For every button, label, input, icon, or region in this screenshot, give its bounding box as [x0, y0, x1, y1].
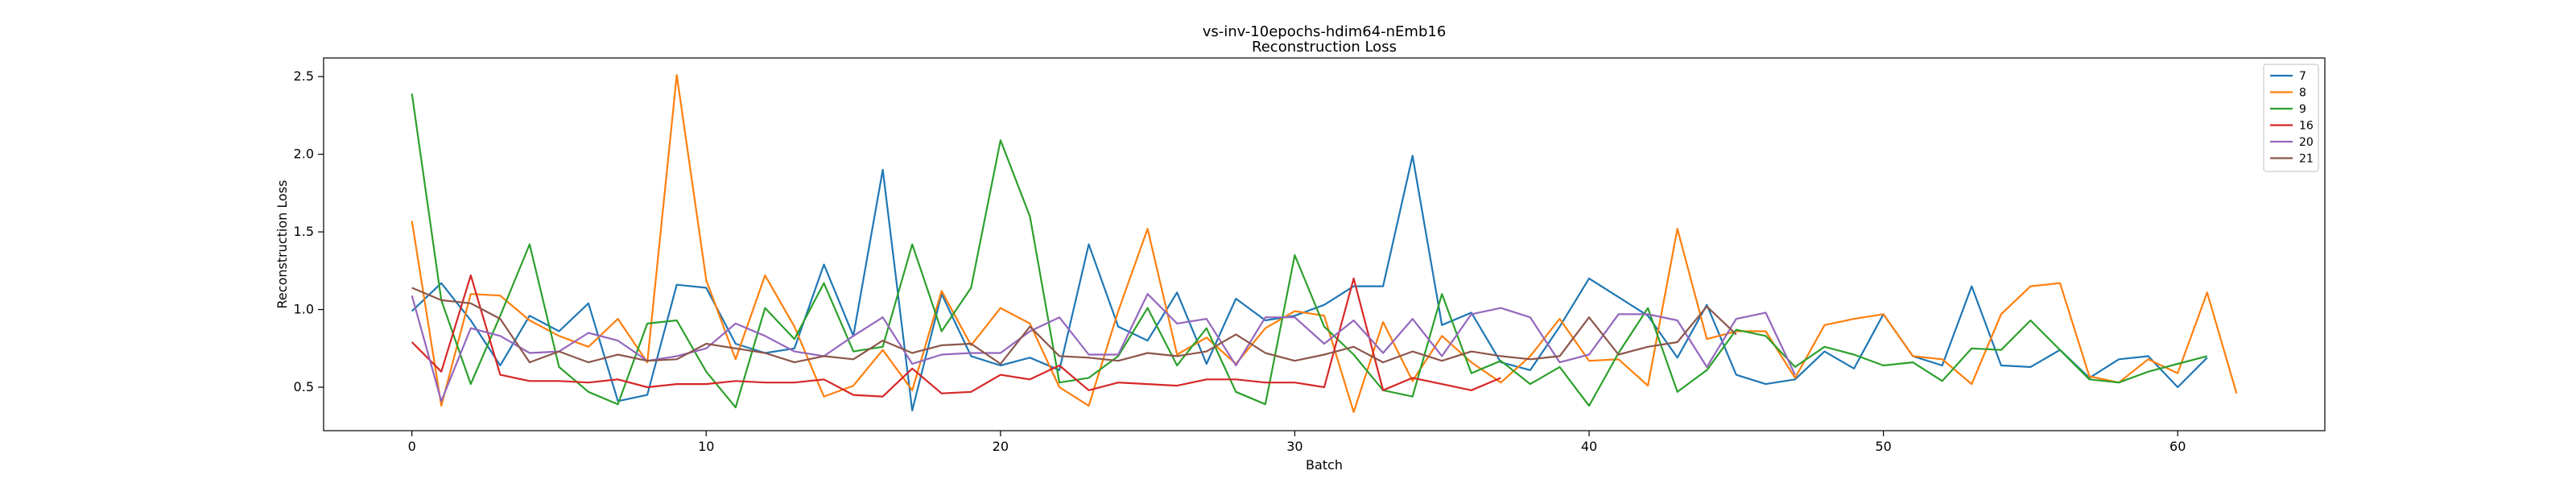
- legend-label-20: 20: [2299, 136, 2314, 149]
- chart-subtitle: Reconstruction Loss: [1252, 39, 1397, 56]
- legend-box: [2263, 64, 2319, 172]
- series-line-9: [411, 93, 2208, 409]
- plot-frame: [323, 57, 2326, 431]
- legend-label-21: 21: [2299, 153, 2314, 166]
- legend-label-9: 9: [2299, 103, 2306, 116]
- x-axis-title: Batch: [1306, 457, 1343, 473]
- legend-label-16: 16: [2299, 120, 2314, 133]
- x-tick-label: 10: [698, 439, 714, 454]
- x-tick-label: 50: [1875, 439, 1891, 454]
- legend-label-7: 7: [2299, 70, 2306, 83]
- series-line-7: [411, 155, 2208, 411]
- y-tick-label: 0.5: [294, 379, 314, 394]
- x-tick-label: 60: [2169, 439, 2186, 454]
- chart-title: vs-inv-10epochs-hdim64-nEmb16: [1203, 23, 1447, 40]
- y-axis-title: Reconstruction Loss: [275, 180, 290, 309]
- series-line-21: [411, 287, 1737, 365]
- y-tick-label: 1.5: [294, 224, 314, 239]
- legend-label-8: 8: [2299, 87, 2306, 100]
- y-axis-ticks: 0.5 1.0 1.5 2.0 2.5: [294, 68, 324, 394]
- y-tick-label: 2.5: [294, 68, 314, 84]
- x-tick-label: 20: [993, 439, 1009, 454]
- plot-lines: [411, 74, 2238, 413]
- y-tick-label: 1.0: [294, 302, 314, 317]
- x-axis-ticks: 0 10 20 30 40 50 60: [408, 431, 2186, 454]
- legend: 7 8 9 16 20 21: [2263, 64, 2319, 172]
- x-tick-label: 40: [1581, 439, 1597, 454]
- series-line-8: [411, 74, 2238, 413]
- x-tick-label: 30: [1286, 439, 1302, 454]
- series-line-20: [411, 293, 1796, 402]
- series-line-16: [411, 275, 1501, 398]
- x-tick-label: 0: [408, 439, 416, 454]
- y-tick-label: 2.0: [294, 147, 314, 162]
